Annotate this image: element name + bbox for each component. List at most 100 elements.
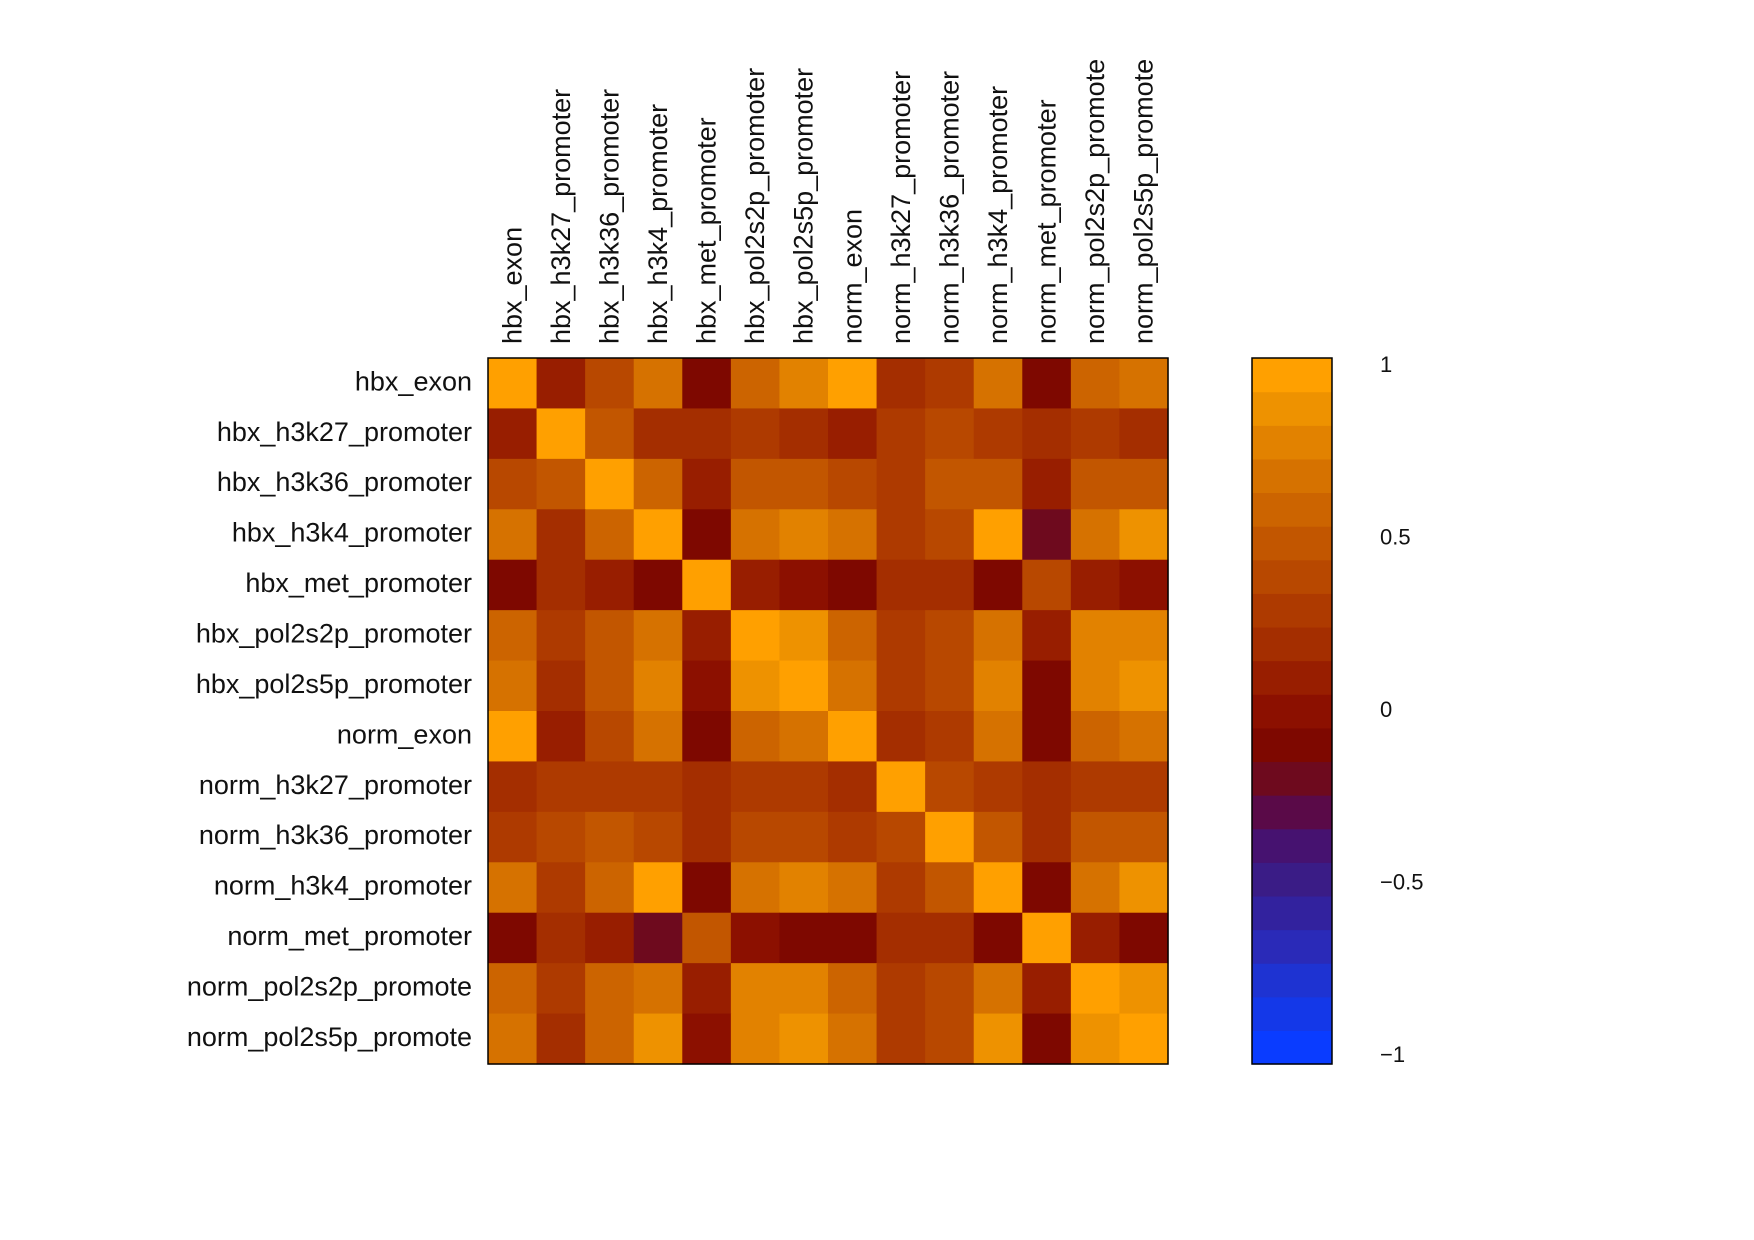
heatmap-cell: [730, 559, 781, 611]
heatmap-cell: [876, 1013, 926, 1065]
heatmap-cell: [1070, 458, 1121, 510]
heatmap-cell: [536, 963, 586, 1015]
heatmap-cell: [1119, 711, 1169, 763]
heatmap-cell: [730, 358, 781, 410]
heatmap-cell: [876, 711, 926, 763]
legend-tick-label: 0: [1380, 697, 1392, 722]
legend-swatch: [1252, 425, 1332, 460]
heatmap-cell: [682, 811, 732, 863]
heatmap-cell: [1022, 761, 1072, 813]
heatmap-cell: [1119, 862, 1169, 914]
heatmap-cell: [925, 559, 975, 611]
heatmap-cell: [730, 509, 781, 561]
legend-swatch: [1252, 963, 1332, 998]
heatmap-cell: [730, 660, 781, 712]
heatmap-cell: [779, 811, 829, 863]
heatmap-cell: [633, 408, 683, 460]
heatmap-cell: [682, 408, 732, 460]
heatmap-cell: [828, 660, 878, 712]
heatmap-cell: [730, 963, 781, 1015]
heatmap-cell: [973, 761, 1023, 813]
heatmap-cell: [1022, 408, 1072, 460]
heatmap-cell: [828, 458, 878, 510]
heatmap-cell: [779, 509, 829, 561]
legend-swatch: [1252, 1030, 1332, 1065]
heatmap-cell: [973, 610, 1023, 662]
heatmap-cell: [973, 358, 1023, 410]
column-label: hbx_h3k27_promoter: [546, 89, 576, 344]
heatmap-cell: [488, 963, 538, 1015]
heatmap-cell: [633, 358, 683, 410]
heatmap-cell: [1070, 660, 1121, 712]
heatmap-cell: [925, 811, 975, 863]
heatmap-cell: [1022, 912, 1072, 964]
heatmap-cell: [633, 610, 683, 662]
heatmap-cell: [973, 963, 1023, 1015]
column-label: norm_h3k36_promoter: [934, 71, 964, 344]
heatmap-cell: [828, 559, 878, 611]
heatmap-cell: [876, 610, 926, 662]
heatmap-cell: [536, 559, 586, 611]
heatmap-cell: [585, 509, 635, 561]
heatmap-cell: [779, 559, 829, 611]
heatmap-cell: [730, 408, 781, 460]
legend-swatch: [1252, 526, 1332, 561]
heatmap-cell: [1070, 912, 1121, 964]
legend-swatch: [1252, 727, 1332, 763]
heatmap-cell: [973, 862, 1023, 914]
heatmap-cell: [779, 963, 829, 1015]
heatmap-cell: [876, 862, 926, 914]
heatmap-cell: [536, 358, 586, 410]
heatmap-cell: [1119, 811, 1169, 863]
heatmap-cell: [828, 963, 878, 1015]
heatmap-cell: [585, 408, 635, 460]
heatmap-cell: [876, 660, 926, 712]
heatmap-cell: [1119, 912, 1169, 964]
heatmap-cell: [585, 660, 635, 712]
heatmap-cell: [488, 559, 538, 611]
heatmap-cell: [779, 458, 829, 510]
heatmap-cell: [1119, 963, 1169, 1015]
heatmap-cell: [536, 1013, 586, 1065]
heatmap-cell: [1119, 761, 1169, 813]
heatmap-cell: [633, 963, 683, 1015]
heatmap-cell: [973, 811, 1023, 863]
column-labels: hbx_exon hbx_h3k27_promoter hbx_h3k36_prom…: [497, 59, 1158, 344]
legend-swatch: [1252, 694, 1332, 729]
heatmap-cell: [1022, 358, 1072, 410]
row-label: hbx_pol2s5p_promoter: [196, 669, 472, 699]
row-label: hbx_h3k4_promoter: [232, 518, 472, 548]
heatmap-cell: [1022, 610, 1072, 662]
row-label: hbx_pol2s2p_promoter: [196, 618, 472, 648]
legend-border: [1251, 357, 1333, 1065]
heatmap-cell: [1022, 963, 1072, 1015]
column-label: norm_pol2s5p_promote: [1129, 59, 1159, 344]
legend-swatch: [1252, 593, 1332, 628]
legend-tick-label: −1: [1380, 1042, 1405, 1067]
heatmap-cell: [1119, 458, 1169, 510]
heatmap-cell: [682, 912, 732, 964]
heatmap-cell: [925, 711, 975, 763]
heatmap-cell: [536, 761, 586, 813]
row-label: hbx_met_promoter: [245, 568, 472, 598]
row-label: norm_h3k27_promoter: [199, 770, 472, 800]
column-label: norm_pol2s2p_promote: [1080, 59, 1110, 344]
heatmap-cell: [876, 912, 926, 964]
heatmap-cell: [1070, 711, 1121, 763]
heatmap-cell: [488, 1013, 538, 1065]
heatmap-cell: [925, 963, 975, 1015]
heatmap-cell: [1119, 509, 1169, 561]
heatmap-cell: [1070, 963, 1121, 1015]
heatmap-cell: [1070, 761, 1121, 813]
heatmap-cell: [488, 761, 538, 813]
heatmap-cell: [973, 509, 1023, 561]
heatmap-cell: [876, 963, 926, 1015]
heatmap-cell: [633, 660, 683, 712]
heatmap-cell: [925, 912, 975, 964]
heatmap-cell: [585, 559, 635, 611]
legend-tick-label: 1: [1380, 352, 1392, 377]
heatmap-cell: [488, 358, 538, 410]
heatmap-cell: [488, 458, 538, 510]
heatmap-cell: [828, 610, 878, 662]
heatmap-cell: [682, 358, 732, 410]
